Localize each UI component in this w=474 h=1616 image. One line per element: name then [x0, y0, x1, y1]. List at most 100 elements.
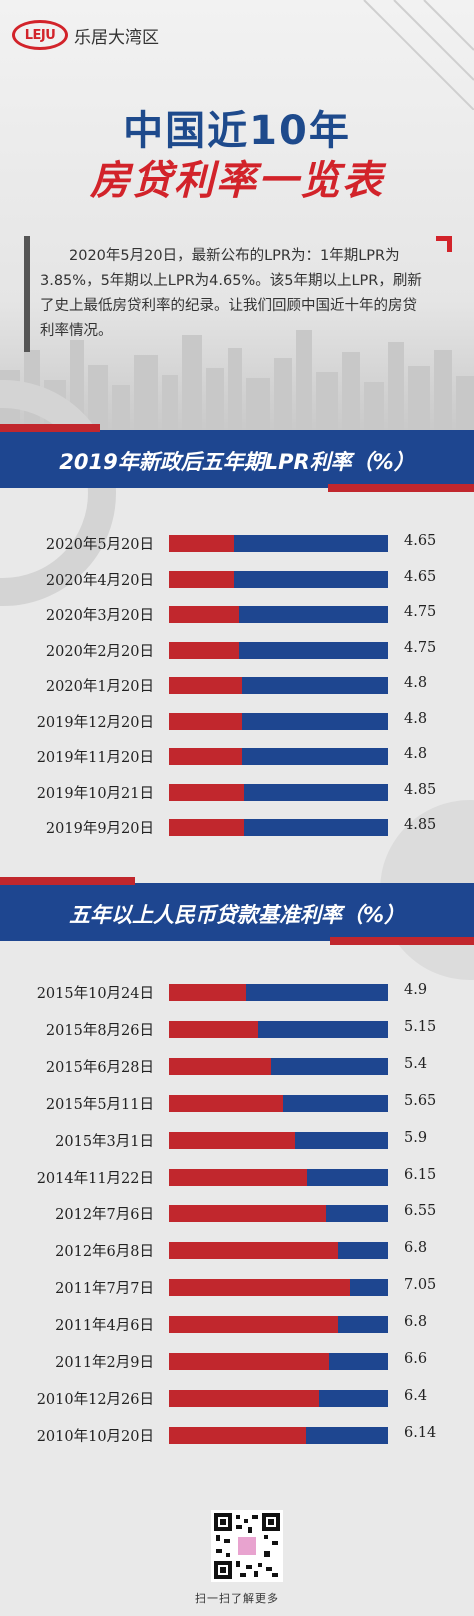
bar-track: [169, 641, 388, 659]
bar-row: 2019年10月21日 4.85: [0, 774, 474, 810]
page-title-line1: 中国近10年: [123, 108, 351, 154]
category-label: 2020年1月20日: [45, 679, 154, 695]
bar-row: 2010年12月26日 6.4: [0, 1380, 474, 1416]
bar-row: 2015年8月26日 5.15: [0, 1011, 474, 1047]
bar-row: 2015年5月11日 5.65: [0, 1085, 474, 1121]
bar-row: 2015年6月28日 5.4: [0, 1048, 474, 1084]
banner-accent: [0, 424, 100, 432]
bar: [169, 819, 244, 836]
intro-text: 2020年5月20日，最新公布的LPR为：1年期LPR为3.85%，5年期以上L…: [40, 248, 422, 339]
category-label: 2011年2月9日: [55, 1355, 154, 1371]
category-label: 2020年3月20日: [45, 608, 154, 624]
bar-track: [169, 535, 388, 552]
bar-row: 2011年7月7日 7.05: [0, 1269, 474, 1305]
category-label: 2011年7月7日: [55, 1281, 154, 1298]
bar-row: 2011年4月6日 6.8: [0, 1306, 474, 1342]
data-label: 4.9: [404, 982, 428, 998]
bar: [169, 641, 240, 659]
bar-track: [169, 1094, 388, 1112]
intro-box: 2020年5月20日，最新公布的LPR为：1年期LPR为3.85%，5年期以上L…: [24, 236, 434, 352]
data-label: 6.8: [404, 1314, 428, 1331]
banner-accent: [328, 484, 474, 492]
category-label: 2019年11月20日: [36, 750, 154, 766]
data-label: 7.05: [404, 1277, 437, 1294]
category-label: 2010年10月20日: [36, 1428, 154, 1445]
category-label: 2012年6月8日: [55, 1244, 154, 1261]
data-label: 5.15: [404, 1018, 437, 1035]
brand-logo: LEJU 乐居大湾区: [12, 20, 159, 50]
bar-track: [169, 1057, 388, 1075]
bar-row: 2020年3月20日 4.75: [0, 596, 474, 632]
bar: [169, 1094, 283, 1112]
bar-track: [169, 819, 388, 836]
data-label: 6.55: [404, 1203, 437, 1220]
bar: [169, 677, 242, 694]
data-label: 4.65: [404, 568, 437, 585]
bar-row: 2015年10月24日 4.9: [0, 974, 474, 1010]
data-label: 6.6: [404, 1351, 428, 1367]
bar: [169, 535, 235, 552]
category-label: 2015年8月26日: [45, 1022, 154, 1039]
bar-track: [169, 1205, 388, 1223]
bar-track: [169, 677, 388, 694]
bar-track: [169, 1426, 388, 1444]
section1-banner: [0, 430, 474, 488]
bar-track: [169, 1389, 388, 1407]
bar-track: [169, 712, 388, 730]
bar: [169, 1242, 339, 1260]
bar-row: 2019年9月20日 4.85: [0, 809, 474, 845]
category-label: 2010年12月26日: [36, 1391, 154, 1408]
leju-logo-icon: LEJU: [12, 20, 68, 50]
data-label: 5.9: [404, 1129, 428, 1146]
bar-row: 2019年11月20日 4.8: [0, 738, 474, 774]
banner-accent: [0, 877, 135, 885]
bar-track: [169, 1020, 388, 1038]
bar-track: [169, 1353, 388, 1370]
data-label: 6.15: [404, 1166, 437, 1183]
data-label: 4.8: [404, 746, 428, 762]
data-label: 4.8: [404, 675, 428, 691]
bar-track: [169, 748, 388, 765]
banner-accent: [330, 937, 474, 945]
section1-title: 2019年新政后五年期LPR利率（%）: [59, 450, 415, 474]
bar: [169, 1131, 295, 1149]
bar: [169, 1057, 271, 1075]
category-label: 2015年10月24日: [36, 986, 154, 1002]
bar: [169, 984, 247, 1001]
decorative-stripes: [363, 0, 474, 110]
category-label: 2020年2月20日: [45, 643, 154, 660]
data-label: 4.75: [404, 604, 437, 620]
section2-banner: [0, 883, 474, 941]
category-label: 2012年7月6日: [55, 1207, 154, 1224]
bar: [169, 783, 244, 801]
bar-track: [169, 1168, 388, 1186]
city-skyline: [0, 330, 474, 430]
bar: [169, 748, 242, 765]
category-label: 2020年5月20日: [45, 537, 154, 553]
bar-row: 2015年3月1日 5.9: [0, 1122, 474, 1158]
data-label: 6.4: [404, 1387, 428, 1404]
category-label: 2015年3月1日: [55, 1133, 154, 1150]
data-label: 4.65: [404, 533, 437, 549]
bar: [169, 1426, 307, 1444]
qr-code-icon[interactable]: [211, 1510, 283, 1582]
category-label: 2015年5月11日: [45, 1096, 154, 1113]
bar-track: [169, 606, 388, 623]
data-label: 4.75: [404, 639, 437, 656]
category-label: 2019年12月20日: [36, 714, 154, 731]
category-label: 2019年10月21日: [36, 785, 154, 802]
data-label: 6.14: [404, 1424, 437, 1441]
data-label: 4.85: [404, 817, 437, 833]
bar: [169, 570, 235, 588]
bar-track: [169, 1131, 388, 1149]
bar: [169, 1020, 259, 1038]
data-label: 6.8: [404, 1240, 428, 1257]
page-title-line2: 房贷利率一览表: [90, 158, 384, 204]
bar-track: [169, 570, 388, 588]
bar: [169, 1389, 319, 1407]
bar-row: 2020年2月20日 4.75: [0, 632, 474, 668]
data-label: 4.85: [404, 781, 437, 798]
bar-track: [169, 984, 388, 1001]
section2-title: 五年以上人民币贷款基准利率（%）: [68, 903, 406, 927]
